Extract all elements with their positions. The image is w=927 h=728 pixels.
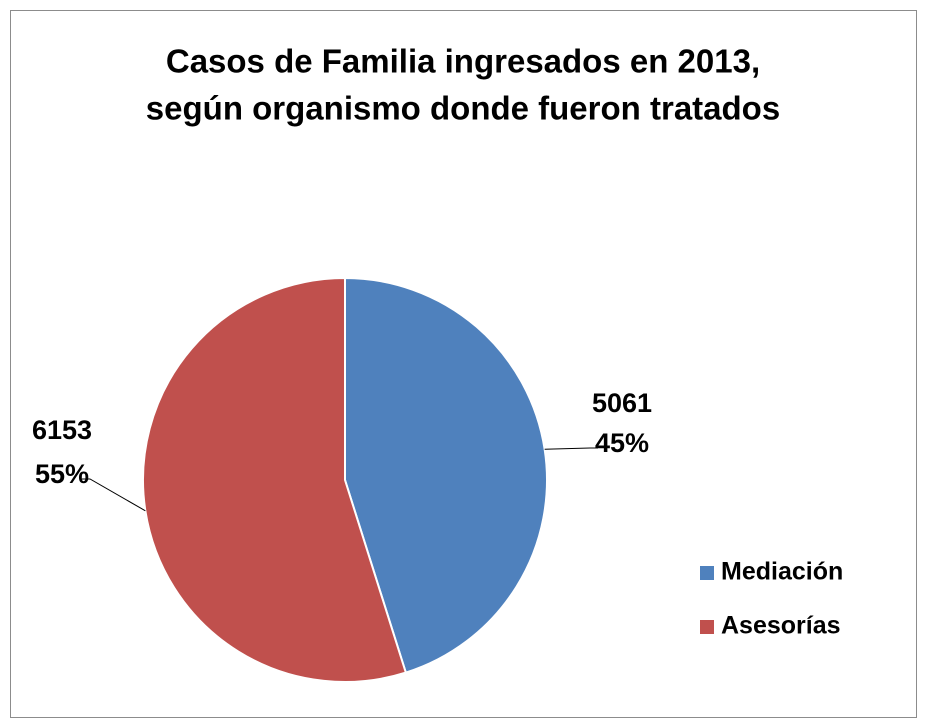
data-label: 6153 [32, 415, 92, 445]
data-label: 5061 [592, 388, 652, 418]
legend-label: Asesorías [721, 612, 841, 640]
legend-label: Mediación [721, 558, 843, 586]
legend-swatch [700, 620, 714, 634]
legend-swatch [700, 566, 714, 580]
leader-line [82, 478, 146, 512]
pie-slice [142, 276, 408, 683]
pie-slice [344, 276, 548, 674]
leader-line [544, 447, 598, 450]
chart-title: Casos de Familia ingresados en 2013, [166, 43, 760, 80]
chart-title: según organismo donde fueron tratados [146, 90, 780, 127]
data-label: 45% [595, 428, 649, 458]
data-label: 55% [35, 459, 89, 489]
